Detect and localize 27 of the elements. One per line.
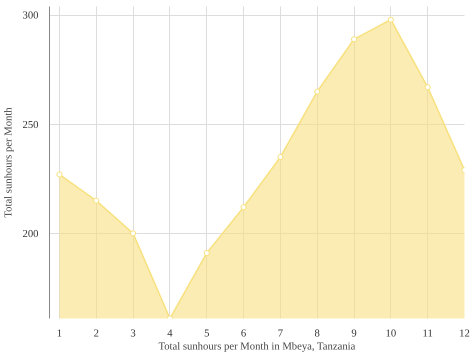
point	[424, 84, 431, 90]
x-tick-label: 4	[167, 328, 174, 340]
x-tick-label: 11	[422, 328, 433, 340]
point	[56, 172, 62, 178]
x-tick-label: 3	[130, 328, 136, 340]
x-tick-label: 5	[204, 328, 210, 340]
y-tick-label: 250	[22, 120, 38, 131]
y-tick-label: 300	[22, 10, 38, 22]
y-tick-label: 200	[22, 228, 38, 240]
x-tick-label: 8	[314, 328, 320, 340]
x-tick-label: 6	[240, 328, 247, 340]
x-tick-label: 9	[351, 328, 357, 340]
x-axis-title: Total sunhours per Month in Mbeya, Tanzania	[158, 342, 356, 352]
x-tick-label: 12	[459, 328, 470, 340]
point	[93, 198, 100, 204]
point	[351, 36, 358, 42]
y-axis-title: Total sunhours per Month	[4, 106, 15, 218]
point	[204, 250, 210, 256]
point	[130, 230, 136, 236]
x-tick-label: 7	[278, 328, 284, 340]
x-tick-label: 2	[94, 328, 99, 340]
x-tick-label: 10	[386, 328, 396, 340]
point	[314, 88, 320, 95]
x-tick-label: 1	[56, 328, 62, 340]
point	[240, 204, 247, 210]
point	[277, 154, 284, 160]
point	[388, 16, 394, 23]
